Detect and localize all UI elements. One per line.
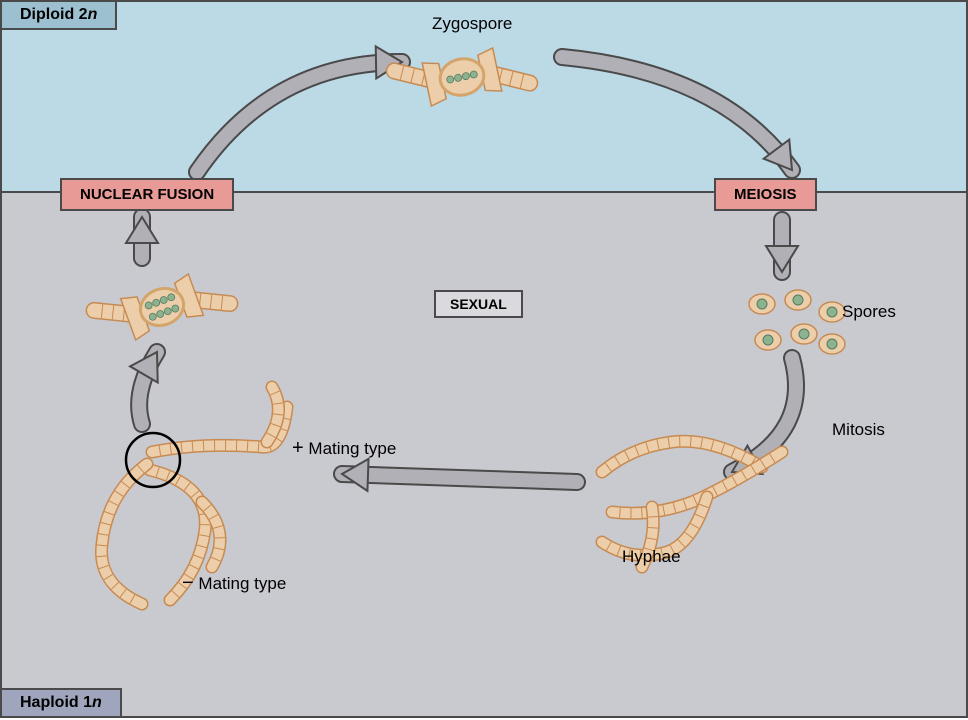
meiosis-label: MEIOSIS bbox=[734, 186, 797, 203]
haploid-tag-text: Haploid 1 bbox=[20, 694, 92, 711]
sexual-box: SEXUAL bbox=[434, 290, 523, 318]
hyphae-label: Hyphae bbox=[622, 547, 681, 567]
minus-mating-label: − Mating type bbox=[182, 572, 286, 595]
zygospore-diploid bbox=[394, 41, 531, 113]
zygospore-haploid bbox=[93, 263, 231, 350]
minus-mating-text: Mating type bbox=[198, 574, 286, 593]
diploid-tag: Diploid 2n bbox=[0, 0, 117, 30]
plus-mating-text: Mating type bbox=[308, 439, 396, 458]
sexual-label: SEXUAL bbox=[450, 296, 507, 312]
spores-label: Spores bbox=[842, 302, 896, 322]
haploid-tag-n: n bbox=[92, 694, 102, 711]
meiosis-box: MEIOSIS bbox=[714, 178, 817, 211]
haploid-tag: Haploid 1n bbox=[0, 688, 122, 718]
diploid-tag-text: Diploid 2 bbox=[20, 6, 88, 23]
zygospore-label: Zygospore bbox=[432, 14, 512, 34]
mitosis-label: Mitosis bbox=[832, 420, 885, 440]
illustration-layer bbox=[2, 2, 968, 720]
minus-symbol: − bbox=[182, 572, 194, 594]
nuclear-fusion-box: NUCLEAR FUSION bbox=[60, 178, 234, 211]
diploid-tag-n: n bbox=[88, 6, 98, 23]
lifecycle-diagram: Diploid 2n Haploid 1n NUCLEAR FUSION MEI… bbox=[0, 0, 968, 718]
plus-symbol: + bbox=[292, 437, 304, 459]
spores-cluster bbox=[749, 290, 845, 354]
plus-mating-label: + Mating type bbox=[292, 437, 396, 460]
nuclear-fusion-label: NUCLEAR FUSION bbox=[80, 186, 214, 203]
